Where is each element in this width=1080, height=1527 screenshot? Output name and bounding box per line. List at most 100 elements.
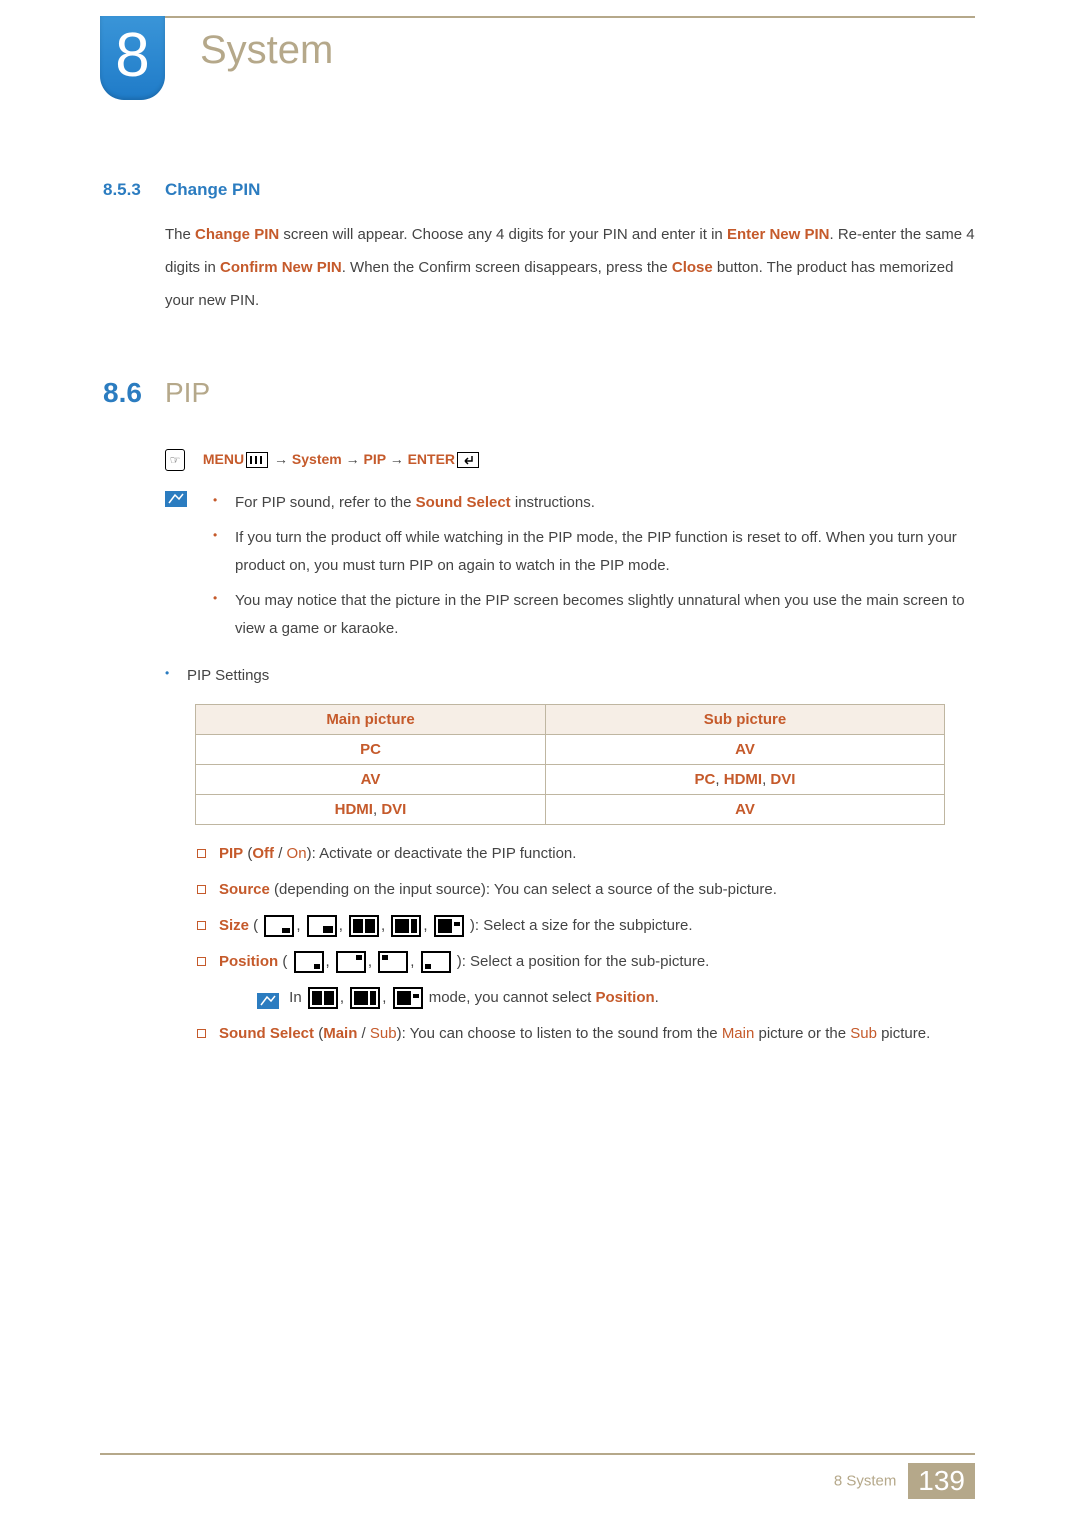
keyword: Sound Select: [219, 1025, 314, 1042]
text: (depending on the input source): You can…: [270, 881, 777, 898]
opt-position: Position ( , , , ): Select a position fo…: [195, 947, 975, 1013]
section-number: 8.6: [103, 377, 142, 409]
section-title: Change PIN: [165, 180, 975, 200]
section-8-5-3: 8.5.3 Change PIN The Change PIN screen w…: [165, 180, 975, 317]
note-block: For PIP sound, refer to the Sound Select…: [165, 489, 975, 644]
table-row: HDMI, DVI AV: [196, 795, 945, 825]
footer-rule: [100, 1453, 975, 1455]
keyword: Size: [219, 917, 249, 934]
nav-path: MENU → System → PIP → ENTER: [203, 451, 481, 467]
pip-table: Main picture Sub picture PC AV AV PC, HD…: [195, 704, 945, 825]
keyword: Main: [722, 1025, 755, 1042]
keyword: Main: [323, 1025, 357, 1042]
nav-path-row: ☞ MENU → System → PIP → ENTER: [165, 449, 975, 471]
text: ): Select a position for the sub-picture…: [457, 953, 710, 970]
cell-main: AV: [196, 765, 546, 795]
keyword: Position: [595, 989, 654, 1006]
position-icon: [294, 951, 324, 973]
size-icon: [308, 987, 338, 1009]
keyword: Sub: [370, 1025, 397, 1042]
footer-section: 8 System: [834, 1473, 897, 1490]
section-number: 8.5.3: [103, 180, 141, 200]
settings-label: PIP Settings: [165, 662, 975, 691]
note-list: For PIP sound, refer to the Sound Select…: [213, 489, 975, 644]
position-note: In , , mode, you cannot select Position.: [257, 983, 975, 1013]
arrow: →: [342, 451, 364, 467]
option-list: PIP (Off / On): Activate or deactivate t…: [195, 839, 975, 1049]
arrow: →: [386, 451, 408, 467]
size-icon: [264, 915, 294, 937]
path-pip: PIP: [364, 451, 386, 467]
position-icon: [336, 951, 366, 973]
section-8-6-header: 8.6 PIP: [165, 377, 975, 409]
keyword: Enter New PIN: [727, 226, 830, 243]
note-item: You may notice that the picture in the P…: [213, 587, 975, 644]
cell-part: DVI: [770, 771, 795, 788]
footer-right: 8 System 139: [834, 1463, 975, 1499]
text: .: [655, 989, 659, 1006]
settings-block: Main picture Sub picture PC AV AV PC, HD…: [195, 704, 975, 1049]
text: instructions.: [511, 494, 595, 511]
text: picture.: [877, 1025, 930, 1042]
opt-size: Size ( , , , , ): Select a size for the …: [195, 911, 975, 941]
size-icon: [393, 987, 423, 1009]
enter-icon: [457, 452, 479, 468]
keyword: Off: [252, 845, 274, 862]
text: For PIP sound, refer to the: [235, 494, 416, 511]
text: mode, you cannot select: [429, 989, 596, 1006]
text: (: [314, 1025, 323, 1042]
chapter-title: System: [200, 28, 333, 73]
position-icon: [421, 951, 451, 973]
keyword: Change PIN: [195, 226, 279, 243]
cell-sub: PC, HDMI, DVI: [545, 765, 944, 795]
col-main: Main picture: [196, 705, 546, 735]
page-number: 139: [908, 1463, 975, 1499]
text: The: [165, 226, 195, 243]
section-title: PIP: [165, 377, 210, 408]
note-item: For PIP sound, refer to the Sound Select…: [213, 489, 975, 518]
cell-part: HDMI: [335, 801, 373, 818]
path-system: System: [292, 451, 342, 467]
note-icon: [257, 990, 279, 1006]
col-sub: Sub picture: [545, 705, 944, 735]
size-icon: [434, 915, 464, 937]
note-item: If you turn the product off while watchi…: [213, 524, 975, 581]
enter-label: ENTER: [408, 451, 455, 467]
keyword: PIP: [219, 845, 243, 862]
text: (: [243, 845, 252, 862]
keyword: On: [287, 845, 307, 862]
keyword: Sub: [850, 1025, 877, 1042]
pip-settings: PIP Settings Main picture Sub picture PC…: [165, 662, 975, 1050]
keyword: Confirm New PIN: [220, 259, 342, 276]
text: screen will appear. Choose any 4 digits …: [279, 226, 727, 243]
content-area: 8.5.3 Change PIN The Change PIN screen w…: [165, 180, 975, 1055]
text: : Activate or deactivate the PIP functio…: [312, 845, 577, 862]
text: . When the Confirm screen disappears, pr…: [342, 259, 672, 276]
keyword: Close: [672, 259, 713, 276]
chapter-tab: 8: [100, 16, 165, 100]
position-icon: [378, 951, 408, 973]
arrow: →: [274, 451, 292, 467]
keyword: Source: [219, 881, 270, 898]
size-icon: [391, 915, 421, 937]
cell-part: HDMI: [724, 771, 762, 788]
opt-pip: PIP (Off / On): Activate or deactivate t…: [195, 839, 975, 869]
note-bullets: For PIP sound, refer to the Sound Select…: [213, 489, 975, 644]
cell-part: DVI: [381, 801, 406, 818]
cell-part: PC: [695, 771, 716, 788]
page: 8 System 8.5.3 Change PIN The Change PIN…: [0, 0, 1080, 1527]
cell-sub: AV: [545, 795, 944, 825]
text: /: [274, 845, 287, 862]
hand-icon: ☞: [165, 449, 185, 471]
top-rule: [100, 16, 975, 18]
cell-sub: AV: [545, 735, 944, 765]
size-icon: [349, 915, 379, 937]
cell-main: PC: [196, 735, 546, 765]
menu-label: MENU: [203, 451, 244, 467]
settings-root: PIP Settings: [165, 662, 975, 691]
keyword: Position: [219, 953, 278, 970]
text: In: [289, 989, 306, 1006]
note-icon: [165, 491, 187, 507]
text: : You can choose to listen to the sound …: [402, 1025, 722, 1042]
keyword: Sound Select: [416, 494, 511, 511]
